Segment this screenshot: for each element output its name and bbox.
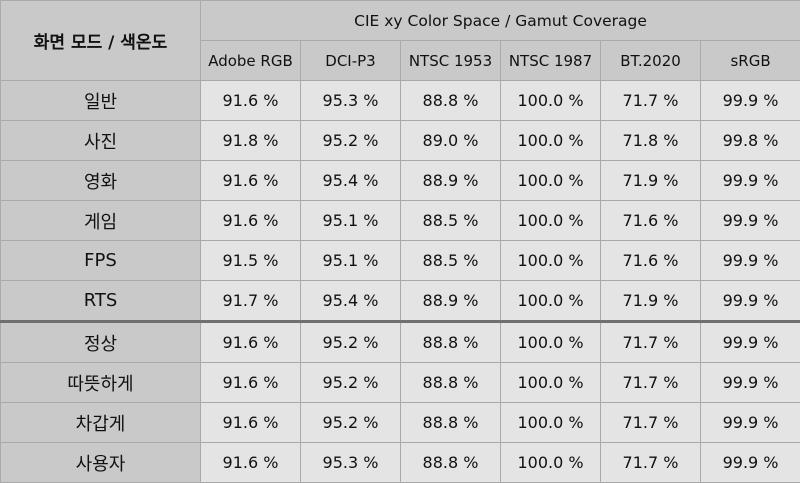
coverage-cell: 91.6 % [201, 403, 301, 443]
coverage-cell: 95.4 % [301, 161, 401, 201]
coverage-cell: 99.9 % [701, 81, 800, 121]
coverage-cell: 99.9 % [701, 161, 800, 201]
coverage-cell: 95.2 % [301, 403, 401, 443]
coverage-cell: 100.0 % [501, 161, 601, 201]
coverage-cell: 88.8 % [401, 443, 501, 483]
coverage-cell: 95.3 % [301, 81, 401, 121]
coverage-cell: 91.6 % [201, 322, 301, 363]
column-header-ntsc-1987: NTSC 1987 [501, 41, 601, 81]
coverage-cell: 99.9 % [701, 201, 800, 241]
column-header-ntsc-1953: NTSC 1953 [401, 41, 501, 81]
coverage-cell: 71.9 % [601, 281, 701, 322]
coverage-cell: 99.9 % [701, 241, 800, 281]
coverage-cell: 71.8 % [601, 121, 701, 161]
coverage-cell: 71.6 % [601, 201, 701, 241]
mode-label: 영화 [1, 161, 201, 201]
coverage-cell: 100.0 % [501, 443, 601, 483]
coverage-cell: 71.7 % [601, 443, 701, 483]
mode-label: 사진 [1, 121, 201, 161]
coverage-cell: 91.6 % [201, 363, 301, 403]
coverage-cell: 91.6 % [201, 161, 301, 201]
coverage-cell: 91.5 % [201, 241, 301, 281]
coverage-cell: 100.0 % [501, 81, 601, 121]
mode-label: FPS [1, 241, 201, 281]
coverage-cell: 91.8 % [201, 121, 301, 161]
coverage-cell: 71.7 % [601, 322, 701, 363]
coverage-cell: 88.9 % [401, 281, 501, 322]
coverage-cell: 95.4 % [301, 281, 401, 322]
mode-label: 게임 [1, 201, 201, 241]
coverage-cell: 88.5 % [401, 201, 501, 241]
coverage-cell: 88.8 % [401, 403, 501, 443]
coverage-cell: 99.9 % [701, 443, 800, 483]
coverage-cell: 91.7 % [201, 281, 301, 322]
coverage-cell: 99.9 % [701, 281, 800, 322]
coverage-cell: 91.6 % [201, 201, 301, 241]
coverage-cell: 88.9 % [401, 161, 501, 201]
coverage-cell: 88.5 % [401, 241, 501, 281]
mode-label: 일반 [1, 81, 201, 121]
coverage-cell: 71.7 % [601, 363, 701, 403]
mode-column-header: 화면 모드 / 색온도 [1, 1, 201, 81]
column-header-adobe-rgb: Adobe RGB [201, 41, 301, 81]
coverage-cell: 88.8 % [401, 363, 501, 403]
coverage-cell: 100.0 % [501, 121, 601, 161]
coverage-cell: 99.9 % [701, 403, 800, 443]
coverage-cell: 91.6 % [201, 81, 301, 121]
column-header-bt2020: BT.2020 [601, 41, 701, 81]
coverage-cell: 95.3 % [301, 443, 401, 483]
table-header: 화면 모드 / 색온도 CIE xy Color Space / Gamut C… [1, 1, 800, 81]
coverage-cell: 95.2 % [301, 363, 401, 403]
column-header-dci-p3: DCI-P3 [301, 41, 401, 81]
coverage-cell: 71.9 % [601, 161, 701, 201]
coverage-cell: 99.8 % [701, 121, 800, 161]
coverage-cell: 100.0 % [501, 403, 601, 443]
coverage-cell: 100.0 % [501, 241, 601, 281]
coverage-cell: 95.1 % [301, 201, 401, 241]
coverage-cell: 71.6 % [601, 241, 701, 281]
coverage-cell: 95.1 % [301, 241, 401, 281]
coverage-cell: 91.6 % [201, 443, 301, 483]
coverage-cell: 100.0 % [501, 322, 601, 363]
coverage-cell: 95.2 % [301, 121, 401, 161]
mode-label: RTS [1, 281, 201, 322]
coverage-cell: 95.2 % [301, 322, 401, 363]
coverage-cell: 71.7 % [601, 403, 701, 443]
coverage-cell: 100.0 % [501, 363, 601, 403]
mode-label: 정상 [1, 322, 201, 363]
coverage-cell: 100.0 % [501, 281, 601, 322]
column-header-srgb: sRGB [701, 41, 800, 81]
coverage-cell: 100.0 % [501, 201, 601, 241]
mode-label: 따뜻하게 [1, 363, 201, 403]
gamut-group-header: CIE xy Color Space / Gamut Coverage [201, 1, 800, 41]
coverage-cell: 71.7 % [601, 81, 701, 121]
coverage-cell: 89.0 % [401, 121, 501, 161]
mode-label: 차갑게 [1, 403, 201, 443]
coverage-cell: 99.9 % [701, 322, 800, 363]
coverage-cell: 88.8 % [401, 81, 501, 121]
coverage-cell: 88.8 % [401, 322, 501, 363]
mode-label: 사용자 [1, 443, 201, 483]
coverage-cell: 99.9 % [701, 363, 800, 403]
